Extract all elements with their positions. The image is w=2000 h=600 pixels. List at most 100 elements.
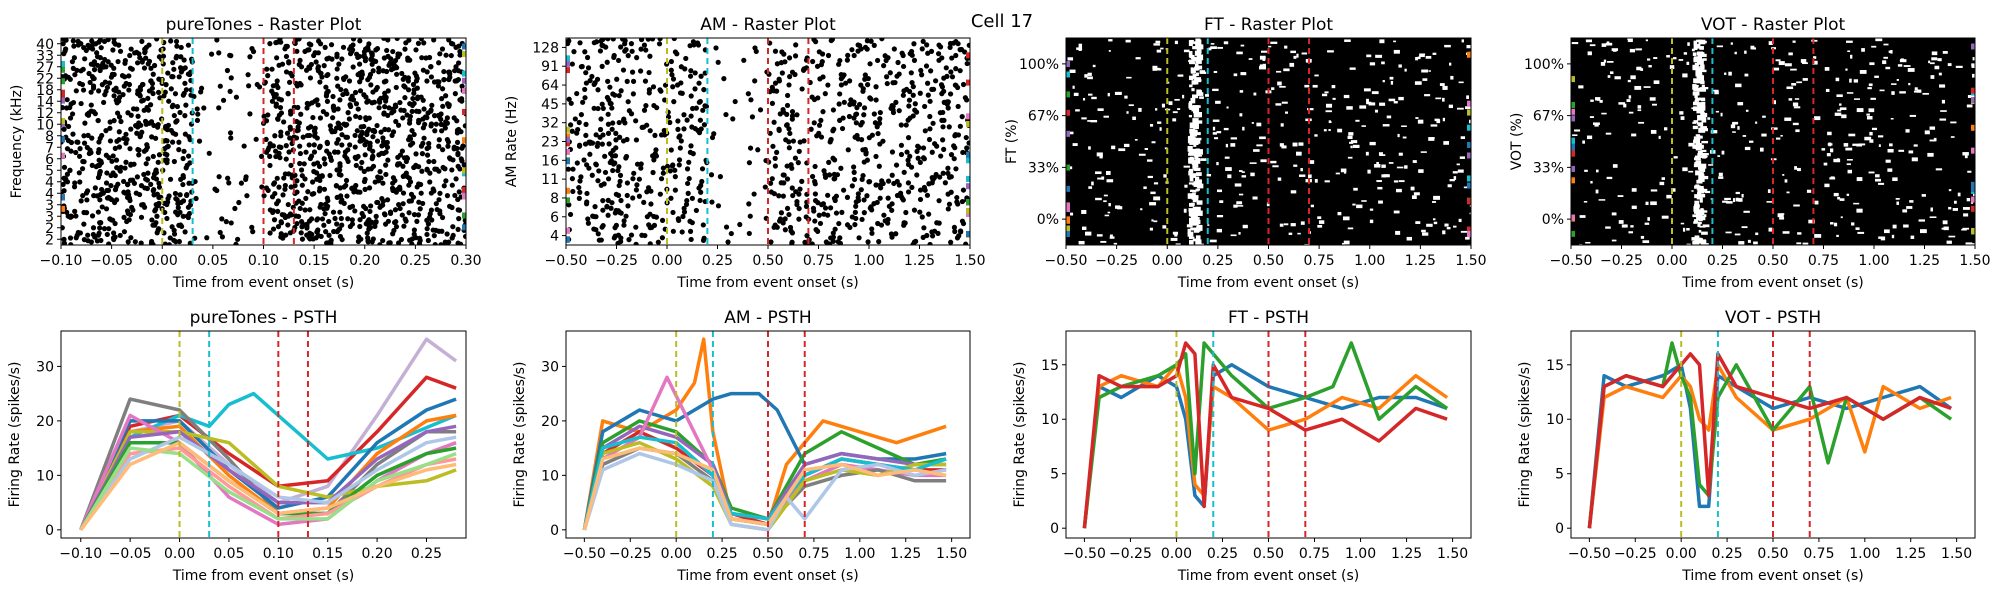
raster-spike: [176, 147, 182, 153]
raster-spike: [919, 214, 925, 220]
raster-spike: [401, 223, 407, 229]
raster-gap: [1680, 222, 1685, 225]
trial-marker: [966, 52, 970, 59]
raster-spike: [680, 213, 686, 220]
raster-gap: [1898, 149, 1905, 152]
raster-gap: [1607, 75, 1611, 78]
raster-spike: [432, 241, 438, 245]
raster-spike: [385, 127, 392, 133]
raster-spike: [70, 131, 76, 137]
raster-spike: [292, 183, 298, 189]
raster-gap: [1687, 42, 1690, 46]
raster-spike: [670, 76, 677, 82]
raster-gap: [1695, 210, 1703, 215]
raster-spike: [185, 204, 192, 210]
raster-gap: [1700, 210, 1708, 213]
raster-gap: [1794, 166, 1797, 170]
raster-gap: [1618, 102, 1626, 105]
trial-marker: [1971, 97, 1975, 104]
raster-spike: [142, 49, 148, 56]
raster-gap: [1366, 54, 1372, 58]
raster-spike: [362, 142, 368, 148]
raster-spike: [876, 239, 882, 245]
ft-raster-xtick-label: 1.50: [1455, 253, 1486, 269]
raster-spike: [414, 184, 420, 190]
raster-spike: [461, 162, 466, 168]
raster-spike: [649, 38, 656, 42]
raster-gap: [1143, 186, 1147, 190]
raster-gap: [1241, 175, 1247, 178]
puretones-raster-ytick-label: 7: [45, 140, 54, 156]
raster-spike: [630, 195, 636, 201]
raster-spike: [908, 70, 914, 76]
raster-gap: [1782, 174, 1785, 176]
raster-spike: [671, 99, 677, 105]
raster-spike: [194, 106, 200, 112]
raster-spike: [277, 104, 284, 111]
raster-gap: [1930, 207, 1933, 212]
am-raster-ytick-label: 128: [532, 40, 559, 56]
raster-gap: [1833, 158, 1841, 163]
raster-gap: [1200, 158, 1207, 161]
raster-spike: [175, 212, 181, 218]
vot-raster-ytick-label: 67%: [1533, 109, 1564, 125]
raster-spike: [923, 63, 930, 69]
raster-spike: [696, 80, 702, 86]
puretones-raster-ytick-label: 4: [45, 186, 54, 202]
raster-gap: [1432, 218, 1436, 221]
ft-psth-series-line: [1082, 363, 1449, 529]
raster-spike: [304, 100, 310, 107]
raster-spike: [150, 241, 156, 245]
raster-spike: [799, 178, 805, 184]
raster-spike: [374, 138, 381, 144]
raster-gap: [1393, 101, 1398, 104]
raster-gap: [1691, 237, 1696, 241]
raster-gap: [1069, 166, 1073, 170]
raster-gap: [1694, 235, 1700, 241]
raster-spike: [373, 213, 379, 219]
raster-gap: [1621, 224, 1628, 228]
raster-spike: [605, 197, 611, 203]
raster-spike: [964, 145, 970, 151]
raster-spike: [177, 109, 183, 116]
raster-spike: [318, 233, 324, 240]
raster-spike: [301, 161, 307, 167]
raster-spike: [150, 90, 156, 97]
raster-spike: [283, 69, 290, 75]
raster-gap: [1366, 101, 1372, 105]
vot-raster-xtick-label: 0.00: [1656, 253, 1687, 269]
raster-spike: [926, 136, 933, 143]
raster-gap: [1948, 206, 1952, 210]
raster-spike: [708, 172, 715, 178]
raster-spike: [143, 161, 149, 167]
raster-spike: [606, 141, 612, 147]
ft-psth-xtick-label: 1.00: [1345, 546, 1376, 562]
raster-gap: [1686, 61, 1690, 65]
raster-spike: [321, 186, 328, 192]
raster-gap: [1755, 232, 1759, 236]
raster-spike: [450, 41, 456, 47]
am-psth-xtick-label: 0.50: [752, 546, 783, 562]
raster-spike: [79, 81, 86, 88]
raster-gap: [1698, 122, 1704, 126]
raster-gap: [1699, 46, 1704, 50]
raster-spike: [288, 184, 294, 190]
raster-spike: [598, 237, 604, 243]
raster-spike: [352, 132, 358, 139]
raster-gap: [1806, 189, 1812, 193]
vot-psth-xtick-label: 0.50: [1757, 546, 1788, 562]
raster-spike: [587, 140, 593, 146]
raster-spike: [618, 88, 624, 94]
raster-gap: [1209, 239, 1217, 243]
raster-spike: [162, 241, 168, 245]
trial-marker: [1971, 186, 1975, 193]
raster-spike: [263, 149, 270, 155]
raster-spike: [595, 231, 601, 237]
raster-spike: [789, 230, 796, 236]
raster-gap: [1193, 112, 1197, 118]
raster-gap: [1361, 200, 1367, 202]
raster-spike: [274, 175, 280, 181]
raster-gap: [1967, 170, 1972, 173]
raster-spike: [355, 238, 362, 245]
raster-gap: [1792, 102, 1799, 107]
